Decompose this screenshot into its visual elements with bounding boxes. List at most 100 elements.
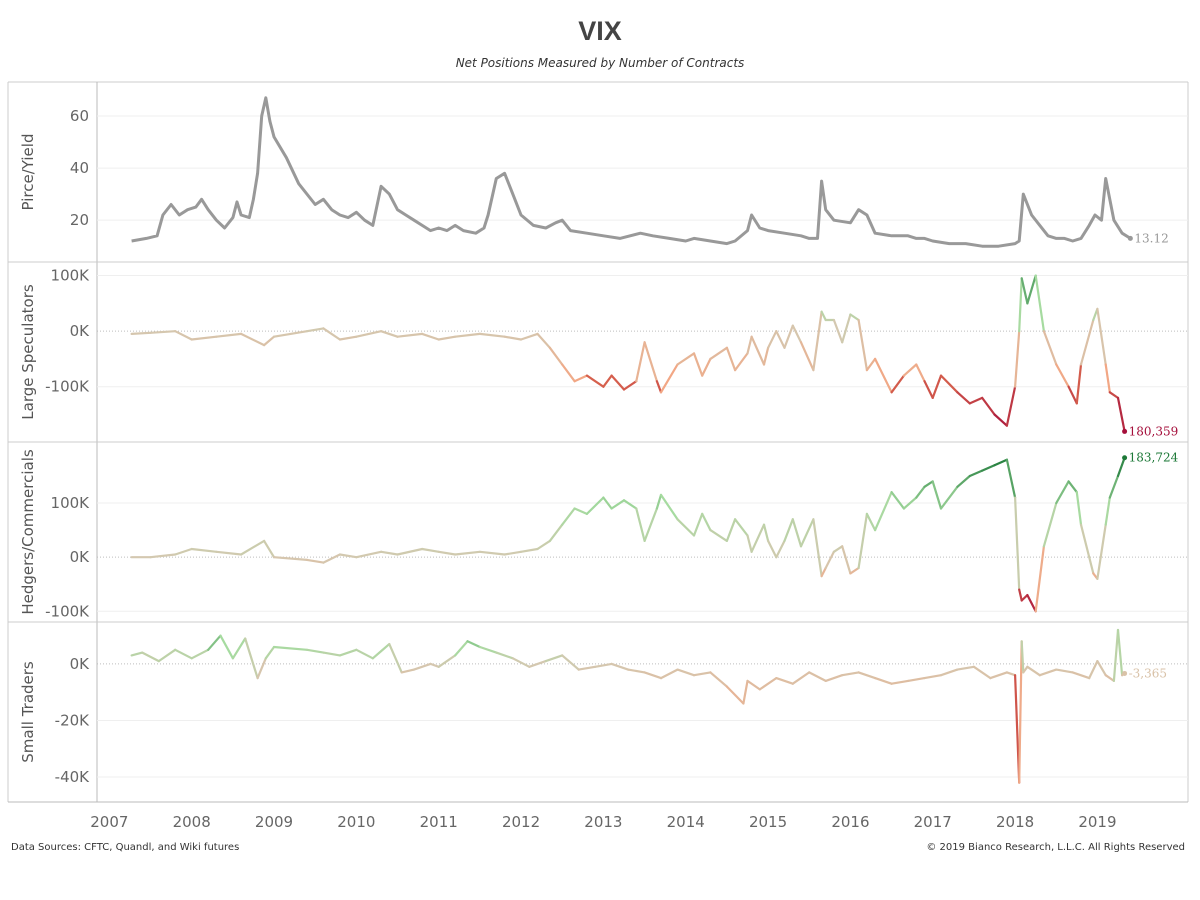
series-segment — [478, 550, 506, 556]
series-segment — [659, 668, 679, 680]
series-segment — [585, 374, 605, 388]
series-segment — [256, 657, 267, 680]
series-segment — [437, 654, 457, 668]
series-segment — [832, 318, 844, 344]
series-segment — [890, 679, 910, 685]
series-segment — [396, 547, 424, 556]
panel-4: -40K -20K 0K Small Traders -3,365 — [19, 628, 1188, 786]
series-segment — [130, 651, 144, 657]
series-segment — [466, 640, 481, 649]
series-segment — [873, 357, 893, 394]
series-segment — [322, 327, 341, 341]
series-segment — [676, 668, 696, 677]
series-segment — [791, 671, 811, 685]
series-segment — [174, 330, 193, 341]
series-segment — [1020, 593, 1029, 602]
series-segment — [371, 642, 391, 660]
series-segment — [857, 671, 877, 680]
chart-title: VIX — [578, 16, 622, 46]
series-segment — [808, 671, 827, 683]
series-segment — [157, 648, 177, 663]
series-segment — [1104, 674, 1116, 683]
series-segment — [981, 464, 996, 472]
series-segment — [322, 651, 341, 657]
x-tick-label: 2010 — [337, 813, 375, 831]
series-segment — [1034, 545, 1046, 613]
series-segment — [1067, 480, 1078, 494]
series-segment — [939, 668, 959, 677]
series-segment — [338, 553, 358, 559]
data-sources-note: Data Sources: CFTC, Quandl, and Wiki fut… — [11, 842, 240, 853]
end-point — [1122, 428, 1128, 434]
series-segment — [421, 547, 440, 553]
series-segment — [742, 679, 749, 705]
series-segment — [750, 335, 766, 366]
series-segment — [923, 380, 934, 399]
series-segment — [338, 335, 358, 341]
series-segment — [746, 679, 761, 691]
y-tick-label: 100K — [51, 267, 91, 285]
series-segment — [190, 335, 218, 341]
series-segment — [1038, 668, 1058, 677]
series-segment — [1020, 277, 1029, 305]
series-segment — [725, 518, 737, 543]
series-segment — [174, 648, 193, 660]
series-segment — [305, 327, 325, 333]
series-segment — [725, 685, 745, 705]
series-segment — [548, 523, 564, 543]
chart-subtitle: Net Positions Measured by Number of Cont… — [455, 56, 745, 70]
series-segment — [1108, 391, 1120, 399]
series-segment — [820, 310, 827, 322]
series-segment — [659, 493, 679, 521]
series-segment — [939, 374, 959, 394]
series-segment — [272, 556, 309, 562]
series-segment — [622, 380, 638, 391]
series-segment — [429, 662, 440, 668]
series-segment — [820, 566, 827, 578]
series-segment — [1055, 363, 1070, 388]
series-segment — [873, 676, 893, 685]
y-tick-label: 60 — [70, 107, 89, 125]
y-tick-label: 0K — [70, 548, 91, 566]
series-segment — [1096, 523, 1107, 580]
series-segment — [841, 545, 852, 575]
series-segment — [956, 665, 976, 671]
series-segment — [1055, 480, 1070, 505]
series-segment — [766, 330, 778, 349]
series-segment — [758, 676, 778, 691]
series-segment — [923, 674, 943, 680]
series-segment — [709, 528, 729, 543]
series-segment — [1018, 277, 1023, 333]
series-segment — [783, 518, 794, 543]
series-segment — [915, 363, 926, 383]
series-segment — [824, 550, 836, 570]
series-segment — [231, 637, 247, 660]
series-segment — [799, 518, 815, 548]
series-segment — [478, 332, 506, 338]
series-segment — [1013, 496, 1021, 591]
series-segment — [305, 648, 325, 654]
y-tick-label: -100K — [45, 602, 90, 620]
series-segment — [454, 332, 481, 338]
series-segment — [1116, 396, 1126, 433]
series-segment — [783, 324, 794, 349]
series-segment — [873, 491, 893, 532]
series-segment — [454, 640, 469, 657]
series-segment — [322, 553, 341, 564]
series-segment — [701, 512, 712, 532]
series-segment — [972, 665, 992, 680]
series-segment — [602, 496, 613, 510]
series-segment — [503, 550, 523, 556]
x-tick-label: 2007 — [90, 813, 128, 831]
series-segment — [692, 352, 704, 377]
series-segment — [561, 363, 576, 383]
panel-3: -100K 0K 100K Hedgers/Commercials 183,724 — [8, 449, 1188, 623]
series-segment — [511, 657, 531, 668]
series-segment — [766, 539, 778, 559]
series-segment — [1108, 474, 1120, 499]
series-segment — [655, 493, 663, 510]
series-segment — [594, 662, 613, 668]
series-segment — [1005, 458, 1017, 499]
series-segment — [676, 352, 696, 366]
